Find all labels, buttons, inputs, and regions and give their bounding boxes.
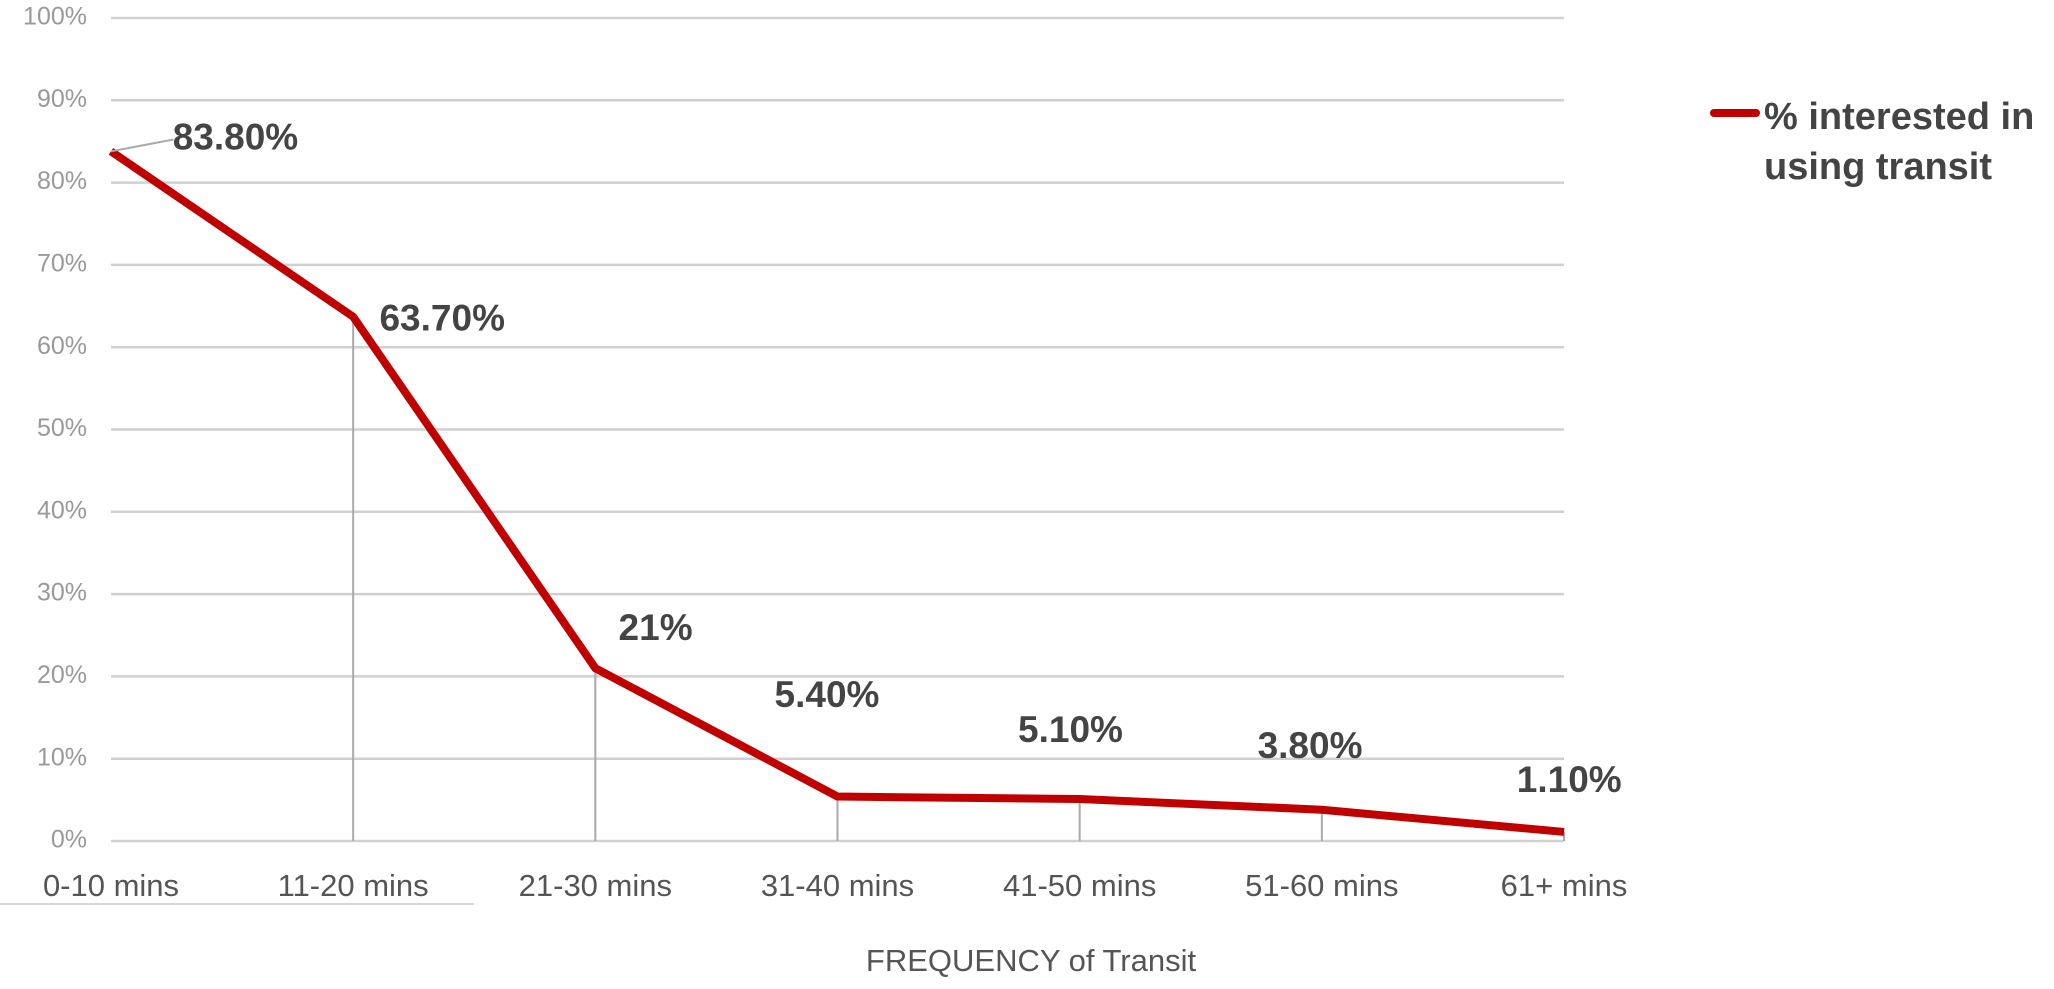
x-axis-title: FREQUENCY of Transit [866, 943, 1197, 978]
x-tick-label: 0-10 mins [43, 868, 179, 903]
data-label: 5.40% [775, 674, 880, 715]
data-label: 5.10% [1018, 709, 1123, 750]
legend-label: % interested in using transit [1764, 96, 2035, 188]
data-label: 83.80% [173, 116, 299, 157]
data-label: 1.10% [1517, 759, 1622, 800]
data-label: 3.80% [1258, 725, 1363, 766]
leader-line [110, 138, 174, 153]
series-line [108, 148, 1565, 836]
y-tick-label: 50% [37, 414, 87, 442]
y-tick-label: 70% [37, 250, 87, 278]
y-tick-label: 80% [37, 167, 87, 195]
x-tick-label: 51-60 mins [1245, 868, 1398, 903]
x-tick-label: 31-40 mins [761, 868, 914, 903]
y-tick-label: 0% [51, 826, 87, 854]
y-tick-label: 90% [37, 85, 87, 113]
data-label: 63.70% [379, 297, 505, 338]
y-tick-label: 10% [37, 743, 87, 771]
x-tick-label: 11-20 mins [278, 868, 429, 903]
legend-swatch [1710, 109, 1760, 117]
y-tick-label: 100% [23, 3, 87, 31]
y-tick-label: 40% [37, 496, 87, 524]
x-tick-label: 41-50 mins [1003, 868, 1156, 903]
x-tick-label: 21-30 mins [519, 868, 672, 903]
y-tick-label: 60% [37, 332, 87, 360]
y-tick-label: 30% [37, 579, 87, 607]
y-tick-label: 20% [37, 661, 87, 689]
data-label: 21% [619, 607, 693, 648]
x-tick-label: 61+ mins [1501, 868, 1628, 903]
legend: % interested in using transit [1710, 92, 2054, 192]
